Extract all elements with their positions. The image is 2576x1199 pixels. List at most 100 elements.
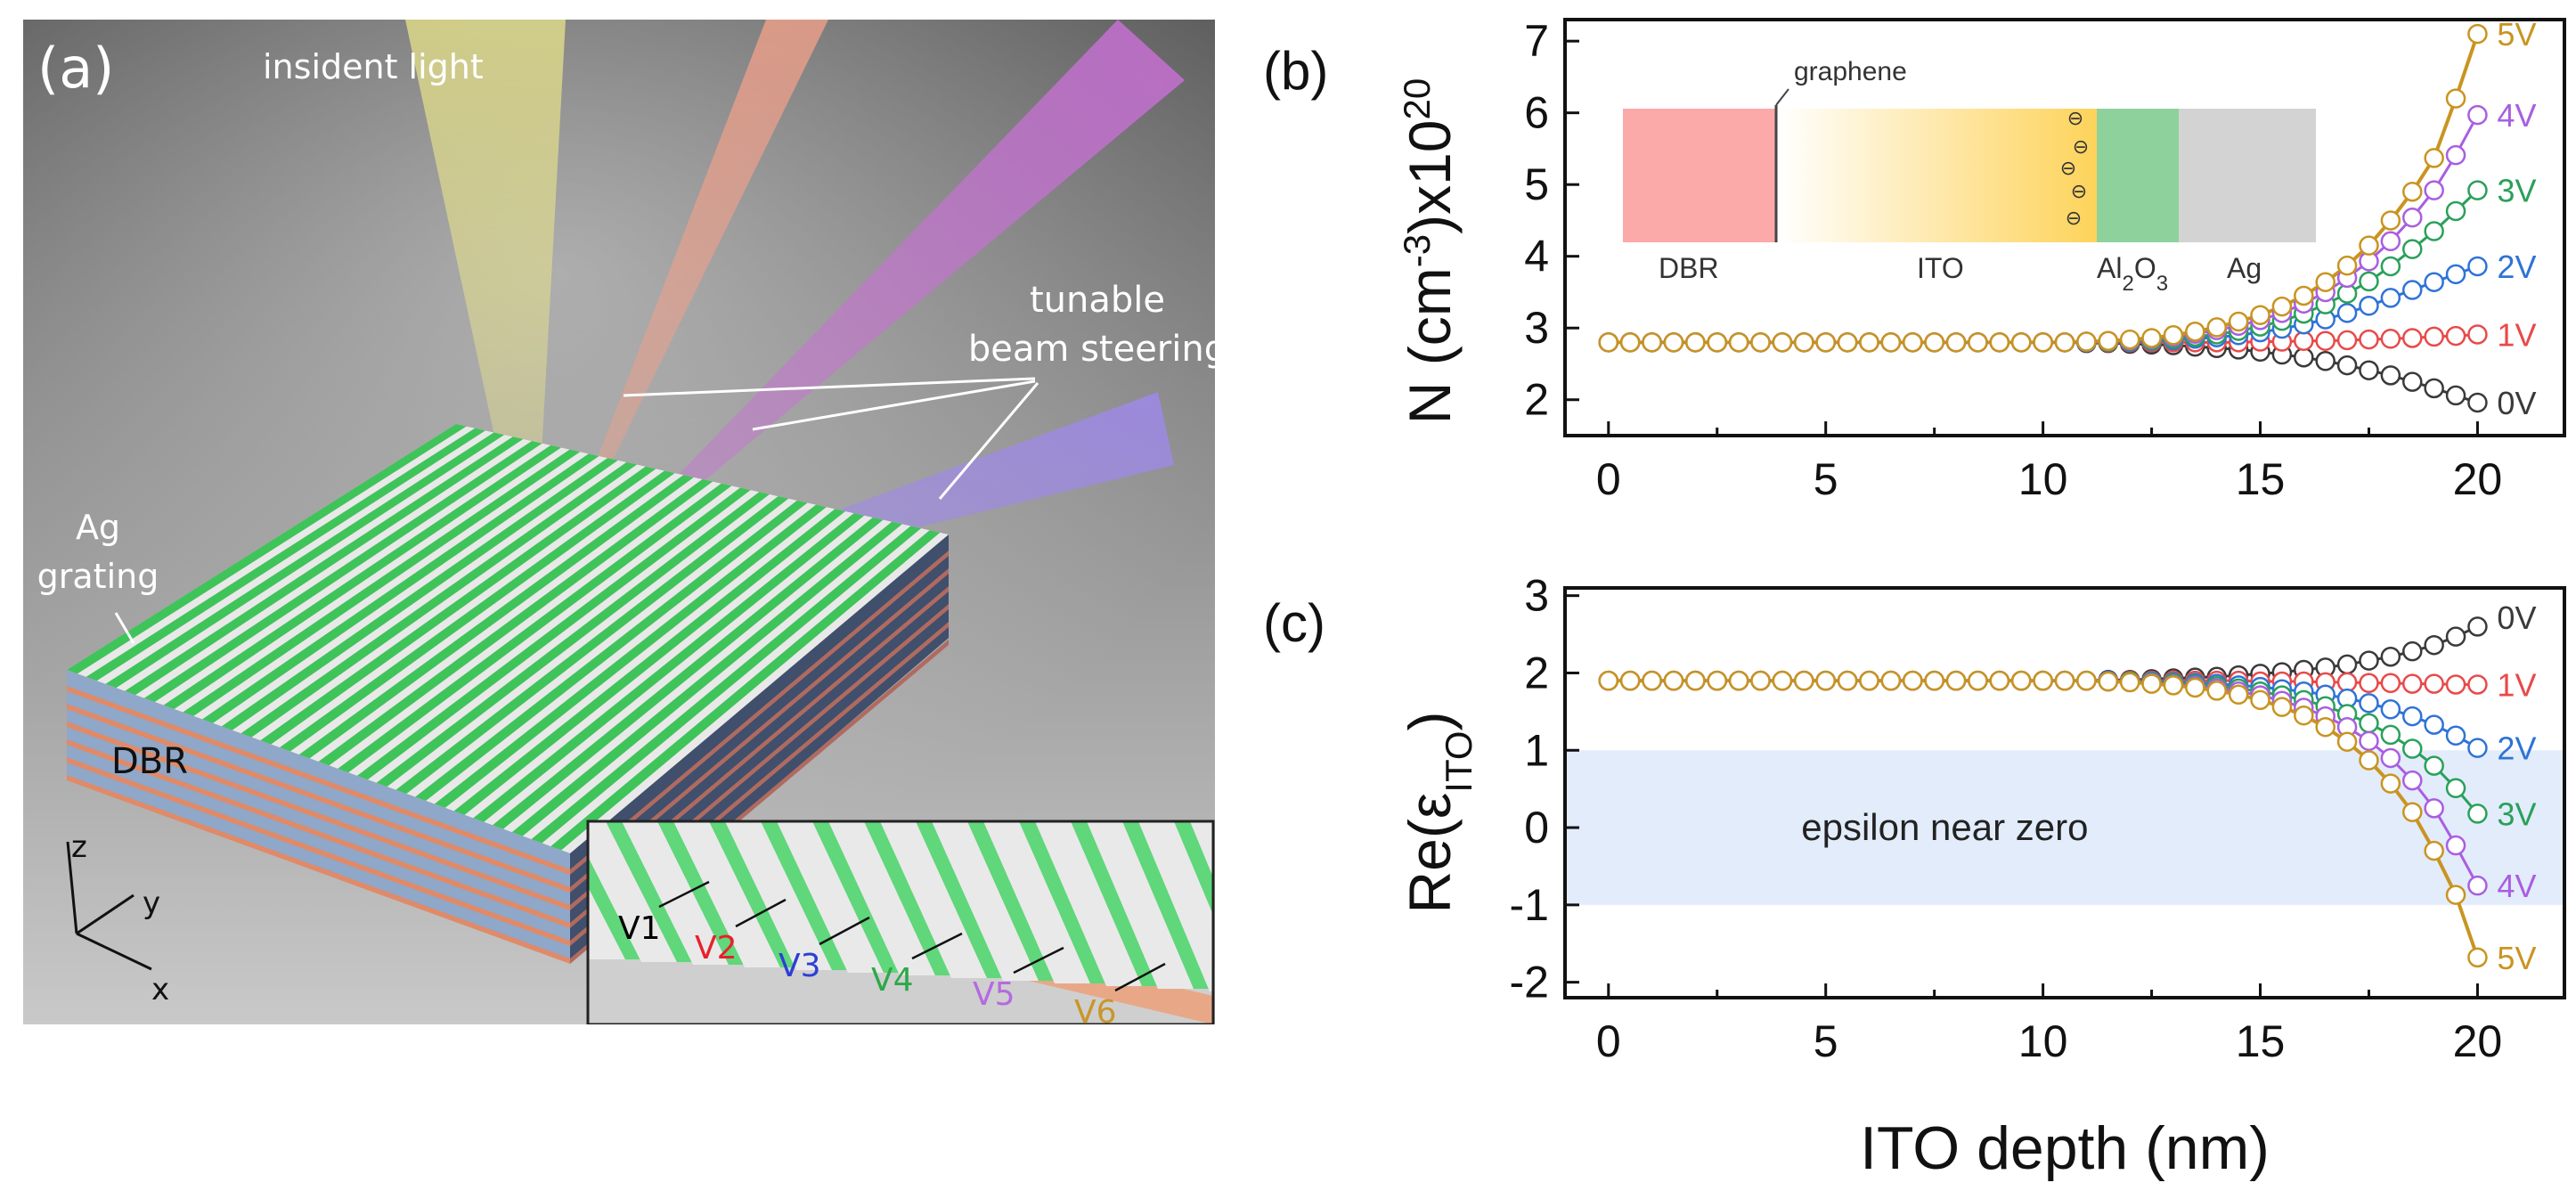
data-point-1V xyxy=(2445,674,2466,695)
series-label-2V: 2V xyxy=(2497,249,2536,285)
axis-x-label: x xyxy=(151,972,169,1007)
data-point-5V xyxy=(2098,671,2119,692)
inset-grating-gap xyxy=(967,821,1055,981)
series-label-5V: 5V xyxy=(2497,940,2536,976)
data-point-0V xyxy=(2336,654,2358,675)
data-point-5V xyxy=(1989,332,2010,353)
grating-inset-frame xyxy=(586,820,1215,1024)
data-point-3V xyxy=(2380,724,2401,746)
data-point-0V xyxy=(2294,347,2314,368)
data-point-5V xyxy=(2336,255,2358,276)
panel-b-ylabel-main: N (cm xyxy=(1397,267,1463,424)
data-point-2V xyxy=(2359,296,2379,316)
panel-c-ylabel-main: Re(ε xyxy=(1397,793,1463,914)
data-point-2V xyxy=(2467,738,2488,758)
grating-stripe xyxy=(260,466,656,745)
data-point-5V xyxy=(1880,332,1902,353)
inset-voltage-pointer xyxy=(819,916,870,946)
data-point-1V xyxy=(2336,330,2358,351)
data-point-1V xyxy=(2424,673,2444,694)
data-point-5V xyxy=(2424,840,2444,861)
series-label-0V: 0V xyxy=(2497,385,2536,421)
data-point-5V xyxy=(2250,305,2270,325)
data-point-5V xyxy=(2228,311,2249,332)
grating-bar xyxy=(522,524,911,840)
grating-stripe xyxy=(531,526,922,844)
axes-triad: z y x xyxy=(66,829,169,1007)
dbr-layer xyxy=(67,686,570,875)
inset-voltage-pointer xyxy=(911,932,963,960)
data-point-5V xyxy=(1685,670,1706,691)
graphene-label: graphene xyxy=(1794,57,1907,86)
panel-c-ylabel-end: ) xyxy=(1397,712,1463,731)
data-point-5V xyxy=(1945,670,1967,691)
grating-bar xyxy=(135,438,533,698)
data-point-5V xyxy=(2380,210,2401,231)
x-tick-label: 10 xyxy=(2018,1016,2068,1066)
x-tick-label: 20 xyxy=(2453,1016,2503,1066)
series-label-2V: 2V xyxy=(2497,730,2536,767)
inset-grating-bar xyxy=(588,821,677,962)
grating-stripe xyxy=(67,424,467,674)
y-tick-label: 4 xyxy=(1524,232,1549,281)
inset-grating-bar xyxy=(1035,821,1142,986)
dbr-layer xyxy=(67,757,570,946)
grating-stripe xyxy=(318,479,713,766)
inset-voltage-pointer xyxy=(1013,946,1064,975)
data-point-5V xyxy=(2359,235,2379,256)
data-point-5V xyxy=(2185,677,2205,698)
data-point-5V xyxy=(1642,670,1662,691)
panel-a-label: (a) xyxy=(37,36,114,101)
data-point-5V xyxy=(2271,296,2293,317)
inset-grating-bar xyxy=(673,821,780,967)
inset-grating-bar xyxy=(983,821,1090,983)
x-tick-label: 15 xyxy=(2236,454,2286,504)
data-point-1V xyxy=(2359,673,2379,694)
data-point-3V xyxy=(2467,803,2488,824)
electron-symbol: ⊖ xyxy=(2071,180,2087,202)
panel-c-ylabel-sub: ITO xyxy=(1438,730,1480,792)
data-point-5V xyxy=(2141,673,2162,694)
grating-stripe xyxy=(163,445,562,709)
layer-0 xyxy=(1623,109,1776,242)
data-point-5V xyxy=(2228,684,2249,706)
beam-steering-label-2: beam steering xyxy=(968,329,1227,370)
data-point-5V xyxy=(2119,329,2140,350)
axis-y-line xyxy=(76,893,135,935)
panel-a-illustration: (a) insident light tunable beam steering… xyxy=(23,20,1227,1024)
panel-c-ylabel: Re(εITO) xyxy=(1397,712,1480,914)
inset-voltage-pointer xyxy=(1114,962,1166,992)
graphene-pointer xyxy=(1775,88,1789,106)
inset-grating-bar xyxy=(828,821,935,975)
data-point-0V xyxy=(2359,650,2379,671)
data-point-5V xyxy=(1859,670,1879,691)
electron-symbol: ⊖ xyxy=(2060,157,2076,179)
data-point-5V xyxy=(1880,670,1902,691)
inset-grating-gap xyxy=(916,821,1003,978)
x-tick-label: 15 xyxy=(2236,1016,2286,1066)
layer-label-1: ITO xyxy=(1917,252,1964,284)
data-point-5V xyxy=(2402,802,2423,822)
electron-symbol: ⊖ xyxy=(2073,135,2089,158)
data-point-4V xyxy=(2445,144,2466,166)
data-point-5V xyxy=(2163,675,2184,696)
series-label-4V: 4V xyxy=(2497,868,2536,904)
data-point-4V xyxy=(2424,180,2444,200)
data-point-1V xyxy=(2402,673,2423,694)
data-point-5V xyxy=(1685,332,1706,353)
data-point-0V xyxy=(2424,634,2444,656)
data-point-4V xyxy=(2445,835,2466,856)
grating-bar xyxy=(289,473,684,755)
grating-bar xyxy=(251,464,646,741)
data-point-2V xyxy=(2380,699,2401,720)
grating-bar xyxy=(232,460,627,734)
data-point-5V xyxy=(1968,332,1988,353)
dbr-layer-side xyxy=(570,551,949,875)
series-label-1V: 1V xyxy=(2497,316,2536,353)
grating-stripe xyxy=(125,436,524,696)
y-tick-label: -1 xyxy=(1510,880,1549,930)
inset-grating-bar xyxy=(622,821,729,965)
panel-b-label: (b) xyxy=(1263,41,1328,101)
data-point-1V xyxy=(2402,328,2423,348)
